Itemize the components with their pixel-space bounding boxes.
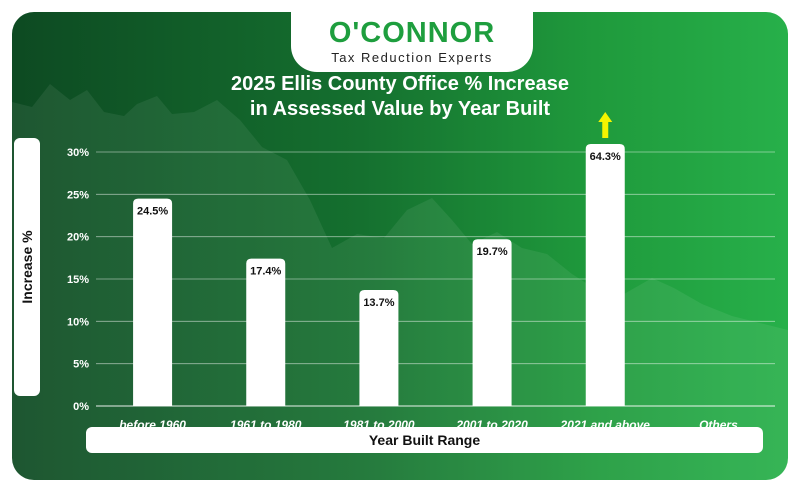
data-label: 64.3%	[590, 151, 621, 163]
category-label: before 1960	[119, 418, 186, 432]
bar	[472, 239, 512, 406]
y-tick-label: 10%	[67, 316, 89, 328]
category-label: 2021 and above	[560, 418, 651, 432]
bar	[359, 290, 399, 406]
bar	[585, 144, 625, 406]
data-label: 19.7%	[476, 246, 507, 258]
data-label: 13.7%	[363, 297, 394, 309]
y-tick-label: 0%	[73, 401, 89, 413]
chart-title: 2025 Ellis County Office % Increase in A…	[0, 72, 800, 122]
bar	[133, 198, 173, 406]
brand-tagline: Tax Reduction Experts	[331, 50, 493, 65]
category-label: 1981 to 2000	[343, 418, 415, 432]
brand-name: O'CONNOR	[328, 17, 496, 49]
category-label: 1961 to 1980	[230, 418, 302, 432]
data-label: 17.4%	[250, 266, 281, 278]
chart-title-line-1: 2025 Ellis County Office % Increase	[231, 73, 569, 95]
category-label: Others	[699, 418, 738, 432]
y-tick-label: 20%	[67, 232, 89, 244]
x-axis-label: Year Built Range	[86, 427, 763, 453]
brand-logo: O'CONNOR Tax Reduction Experts	[291, 12, 533, 72]
y-tick-label: 30%	[67, 147, 89, 159]
bar	[246, 258, 286, 406]
y-tick-label: 25%	[67, 189, 89, 201]
category-label: 2001 to 2020	[455, 418, 528, 432]
overflow-arrow-icon	[598, 112, 613, 138]
y-axis-label-box	[14, 138, 40, 396]
chart-title-line-2: in Assessed Value by Year Built	[249, 98, 551, 120]
data-label: 24.5%	[137, 206, 168, 218]
y-tick-label: 5%	[73, 359, 89, 371]
y-tick-label: 15%	[67, 274, 89, 286]
